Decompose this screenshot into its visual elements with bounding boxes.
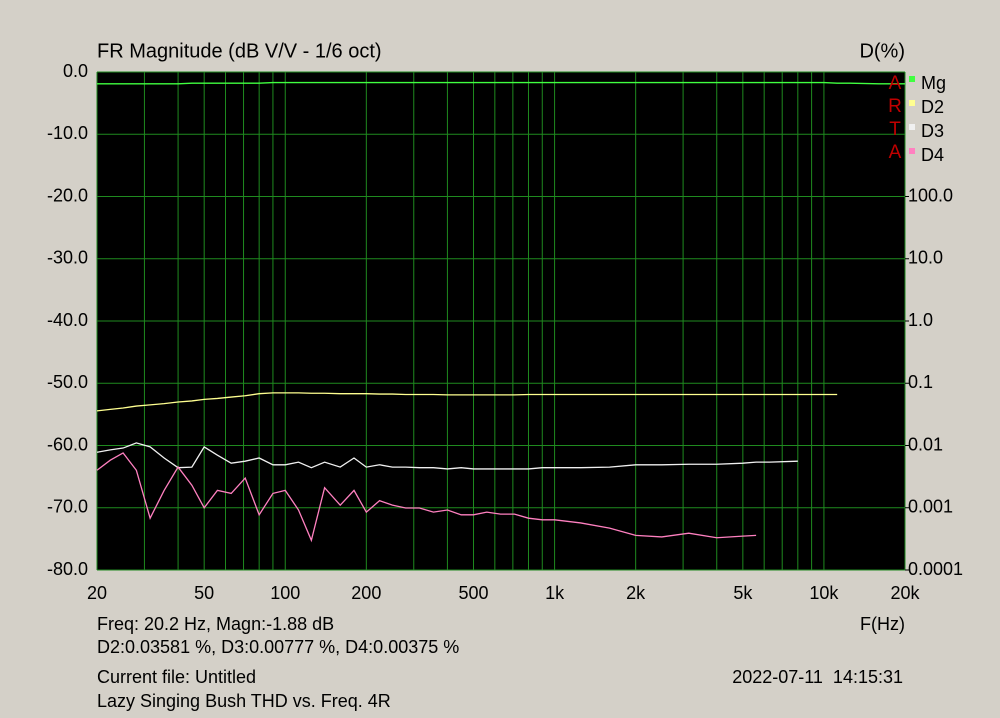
y2-tick-label: 0.1 xyxy=(908,372,933,392)
x-tick-label: 10k xyxy=(809,583,839,603)
series-line xyxy=(97,81,905,85)
y2-tick-label: 10.0 xyxy=(908,248,943,268)
series-line xyxy=(96,392,838,412)
legend-swatch xyxy=(909,124,915,130)
watermark-letter: A xyxy=(889,142,902,163)
timestamp: 2022-07-11 14:15:31 xyxy=(732,667,903,687)
legend-label: D4 xyxy=(921,145,944,165)
y2-tick-label: 0.0001 xyxy=(908,559,963,579)
y2-tick-label: 0.001 xyxy=(908,497,953,517)
legend-label: D2 xyxy=(921,97,944,117)
y-tick-label: -80.0 xyxy=(47,559,88,579)
footer-line: Current file: Untitled xyxy=(97,667,256,687)
x-tick-label: 20k xyxy=(890,583,920,603)
y-tick-label: -40.0 xyxy=(47,310,88,330)
footer-line: Freq: 20.2 Hz, Magn:-1.88 dB xyxy=(97,614,334,634)
y2-tick-label: 100.0 xyxy=(908,185,953,205)
y2-tick-label: 0.01 xyxy=(908,434,943,454)
y-tick-label: -20.0 xyxy=(47,185,88,205)
x-tick-label: 100 xyxy=(270,583,300,603)
footer-line: D2:0.03581 %, D3:0.00777 %, D4:0.00375 % xyxy=(97,637,459,657)
y-tick-label: 0.0 xyxy=(63,61,88,81)
watermark-letter: R xyxy=(888,96,902,117)
footer-line: Lazy Singing Bush THD vs. Freq. 4R xyxy=(97,691,391,711)
watermark-letter: T xyxy=(889,119,901,140)
series-line xyxy=(96,442,798,470)
legend-swatch xyxy=(909,100,915,106)
legend-label: D3 xyxy=(921,121,944,141)
x-tick-label: 2k xyxy=(626,583,646,603)
y-tick-label: -10.0 xyxy=(47,123,88,143)
x-tick-label: 500 xyxy=(458,583,488,603)
x-axis-label: F(Hz) xyxy=(860,614,905,634)
y2-tick-label: 1.0 xyxy=(908,310,933,330)
y-tick-label: -30.0 xyxy=(47,248,88,268)
legend-label: Mg xyxy=(921,73,946,93)
x-tick-label: 50 xyxy=(194,583,214,603)
legend-swatch xyxy=(909,76,915,82)
y-tick-label: -50.0 xyxy=(47,372,88,392)
y2-axis-label: D(%) xyxy=(859,40,905,62)
legend-swatch xyxy=(909,148,915,154)
chart-title: FR Magnitude (dB V/V - 1/6 oct) xyxy=(97,40,382,62)
x-tick-label: 200 xyxy=(351,583,381,603)
x-tick-label: 5k xyxy=(733,583,753,603)
x-tick-label: 20 xyxy=(87,583,107,603)
y-tick-label: -70.0 xyxy=(47,497,88,517)
y-tick-label: -60.0 xyxy=(47,434,88,454)
watermark-letter: A xyxy=(889,73,902,94)
series-line xyxy=(96,452,757,543)
x-tick-label: 1k xyxy=(545,583,565,603)
